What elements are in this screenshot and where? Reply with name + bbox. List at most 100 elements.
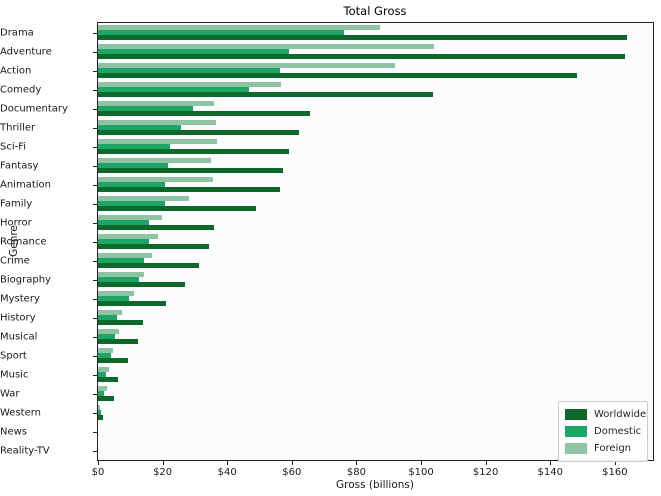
- bar-domestic-family: [98, 200, 165, 207]
- x-tick-label-60: $60: [282, 467, 302, 478]
- bar-foreign-musical: [98, 328, 120, 334]
- y-tick-label-crime: Crime: [0, 255, 30, 266]
- y-tick-label-drama: Drama: [0, 27, 34, 38]
- bar-domestic-drama: [98, 29, 344, 36]
- x-tick-mark: [356, 461, 358, 465]
- bar-worldwide-western: [98, 415, 103, 421]
- bar-domestic-music: [98, 371, 107, 378]
- bar-foreign-mystery: [98, 290, 134, 296]
- x-axis-label: Gross (billions): [335, 479, 415, 491]
- x-tick-mark: [162, 461, 164, 465]
- bar-domestic-comedy: [98, 86, 249, 93]
- bar-worldwide-documentary: [98, 111, 310, 117]
- bar-foreign-action: [98, 62, 396, 68]
- y-tick-mark: [93, 355, 97, 357]
- x-tick-label-100: $100: [408, 467, 434, 478]
- bar-foreign-crime: [98, 252, 153, 258]
- bar-domestic-history: [98, 314, 118, 321]
- y-tick-label-history: History: [0, 312, 36, 323]
- bar-worldwide-mystery: [98, 301, 166, 307]
- bar-worldwide-animation: [98, 187, 281, 193]
- bar-foreign-drama: [98, 24, 381, 30]
- bar-domestic-horror: [98, 219, 150, 226]
- y-tick-label-documentary: Documentary: [0, 103, 68, 114]
- bar-worldwide-sci-fi: [98, 149, 289, 155]
- bar-foreign-family: [98, 195, 189, 201]
- bar-worldwide-biography: [98, 282, 185, 288]
- bar-domestic-documentary: [98, 105, 193, 112]
- bar-foreign-sport: [98, 347, 114, 353]
- legend-item-domestic: Domestic: [565, 423, 641, 440]
- x-tick-label-160: $160: [602, 467, 628, 478]
- bar-worldwide-romance: [98, 244, 210, 250]
- y-tick-mark: [93, 298, 97, 300]
- bar-domestic-romance: [98, 238, 150, 245]
- y-tick-mark: [93, 260, 97, 262]
- y-tick-label-horror: Horror: [0, 217, 32, 228]
- bar-worldwide-war: [98, 396, 115, 402]
- x-tick-label-120: $120: [472, 467, 499, 478]
- chart-title: Total Gross: [343, 4, 407, 18]
- bar-foreign-animation: [98, 176, 213, 182]
- legend-label-worldwide: Worldwide: [594, 409, 647, 420]
- bar-worldwide-history: [98, 320, 144, 326]
- y-tick-mark: [93, 165, 97, 167]
- y-tick-mark: [93, 203, 97, 205]
- x-tick-mark: [98, 461, 99, 465]
- bar-domestic-biography: [98, 276, 140, 283]
- bar-foreign-history: [98, 309, 123, 315]
- bar-foreign-adventure: [98, 43, 435, 49]
- y-tick-mark: [93, 127, 97, 129]
- bar-domestic-sport: [98, 352, 112, 359]
- y-tick-mark: [93, 431, 97, 433]
- x-tick-mark: [291, 461, 293, 465]
- y-tick-mark: [93, 374, 97, 376]
- x-tick-mark: [550, 461, 552, 465]
- bar-domestic-action: [98, 67, 280, 74]
- bar-foreign-music: [98, 366, 109, 372]
- bar-foreign-fantasy: [98, 157, 211, 163]
- y-tick-label-music: Music: [0, 369, 29, 380]
- bar-domestic-thriller: [98, 124, 181, 131]
- y-tick-mark: [93, 32, 97, 34]
- y-tick-label-sci-fi: Sci-Fi: [0, 141, 27, 152]
- y-tick-mark: [93, 70, 97, 72]
- y-tick-label-mystery: Mystery: [0, 293, 40, 304]
- bar-worldwide-action: [98, 73, 578, 79]
- y-tick-label-musical: Musical: [0, 331, 38, 342]
- y-tick-mark: [93, 89, 97, 91]
- bar-domestic-sci-fi: [98, 143, 171, 150]
- y-tick-mark: [93, 146, 97, 148]
- bar-foreign-comedy: [98, 81, 282, 87]
- y-tick-mark: [93, 393, 97, 395]
- legend-item-worldwide: Worldwide: [565, 406, 646, 423]
- y-tick-mark: [93, 450, 97, 452]
- bar-domestic-mystery: [98, 295, 129, 302]
- bar-foreign-documentary: [98, 100, 214, 106]
- y-tick-label-thriller: Thriller: [0, 122, 36, 133]
- bar-domestic-western: [98, 409, 101, 416]
- y-tick-label-family: Family: [0, 198, 33, 209]
- bar-worldwide-musical: [98, 339, 138, 345]
- bar-worldwide-horror: [98, 225, 214, 231]
- x-tick-mark: [227, 461, 229, 465]
- x-tick-label-20: $20: [153, 467, 173, 478]
- y-tick-label-reality-tv: Reality-TV: [0, 445, 50, 456]
- legend-swatch-domestic: [565, 426, 587, 437]
- y-tick-mark: [93, 317, 97, 319]
- bar-domestic-fantasy: [98, 162, 169, 169]
- y-tick-mark: [93, 51, 97, 53]
- y-tick-label-romance: Romance: [0, 236, 47, 247]
- bar-domestic-war: [98, 390, 104, 397]
- y-tick-label-war: War: [0, 388, 20, 399]
- y-tick-mark: [93, 279, 97, 281]
- y-tick-mark: [93, 336, 97, 338]
- y-tick-label-sport: Sport: [0, 350, 27, 361]
- x-tick-mark: [614, 461, 616, 465]
- bar-worldwide-drama: [98, 35, 627, 41]
- bar-domestic-musical: [98, 333, 116, 340]
- y-tick-mark: [93, 241, 97, 243]
- bar-worldwide-sport: [98, 358, 128, 364]
- legend-item-foreign: Foreign: [565, 440, 641, 457]
